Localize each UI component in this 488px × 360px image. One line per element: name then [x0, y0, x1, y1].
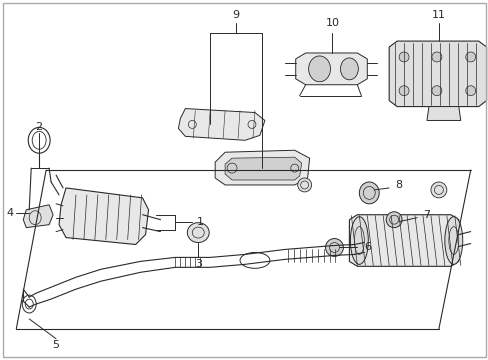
Ellipse shape — [465, 52, 475, 62]
Polygon shape — [295, 53, 366, 85]
Ellipse shape — [308, 56, 330, 82]
Text: 7: 7 — [423, 210, 429, 220]
Ellipse shape — [350, 217, 367, 264]
Ellipse shape — [325, 239, 343, 256]
Text: 10: 10 — [325, 18, 339, 28]
Text: 5: 5 — [53, 340, 60, 350]
Polygon shape — [349, 215, 458, 266]
Text: 2: 2 — [36, 122, 42, 132]
Ellipse shape — [240, 252, 269, 268]
Text: 6: 6 — [363, 243, 370, 252]
Ellipse shape — [340, 58, 358, 80]
Text: 8: 8 — [395, 180, 402, 190]
Ellipse shape — [444, 217, 462, 264]
Ellipse shape — [431, 52, 441, 62]
Ellipse shape — [398, 86, 408, 96]
Polygon shape — [215, 150, 309, 185]
Text: 3: 3 — [194, 259, 202, 269]
Text: 1: 1 — [196, 217, 203, 227]
Ellipse shape — [430, 182, 446, 198]
Ellipse shape — [398, 52, 408, 62]
Ellipse shape — [297, 178, 311, 192]
Polygon shape — [224, 157, 301, 180]
Ellipse shape — [359, 182, 379, 204]
Text: 9: 9 — [232, 10, 239, 20]
Text: 11: 11 — [431, 10, 445, 20]
Ellipse shape — [22, 295, 36, 313]
Ellipse shape — [431, 86, 441, 96]
Ellipse shape — [465, 86, 475, 96]
Polygon shape — [23, 205, 53, 228]
Polygon shape — [178, 109, 264, 140]
Ellipse shape — [187, 223, 209, 243]
Ellipse shape — [386, 212, 401, 228]
Polygon shape — [426, 107, 460, 121]
Text: 4: 4 — [7, 208, 14, 218]
Polygon shape — [59, 188, 148, 244]
Polygon shape — [388, 41, 486, 107]
